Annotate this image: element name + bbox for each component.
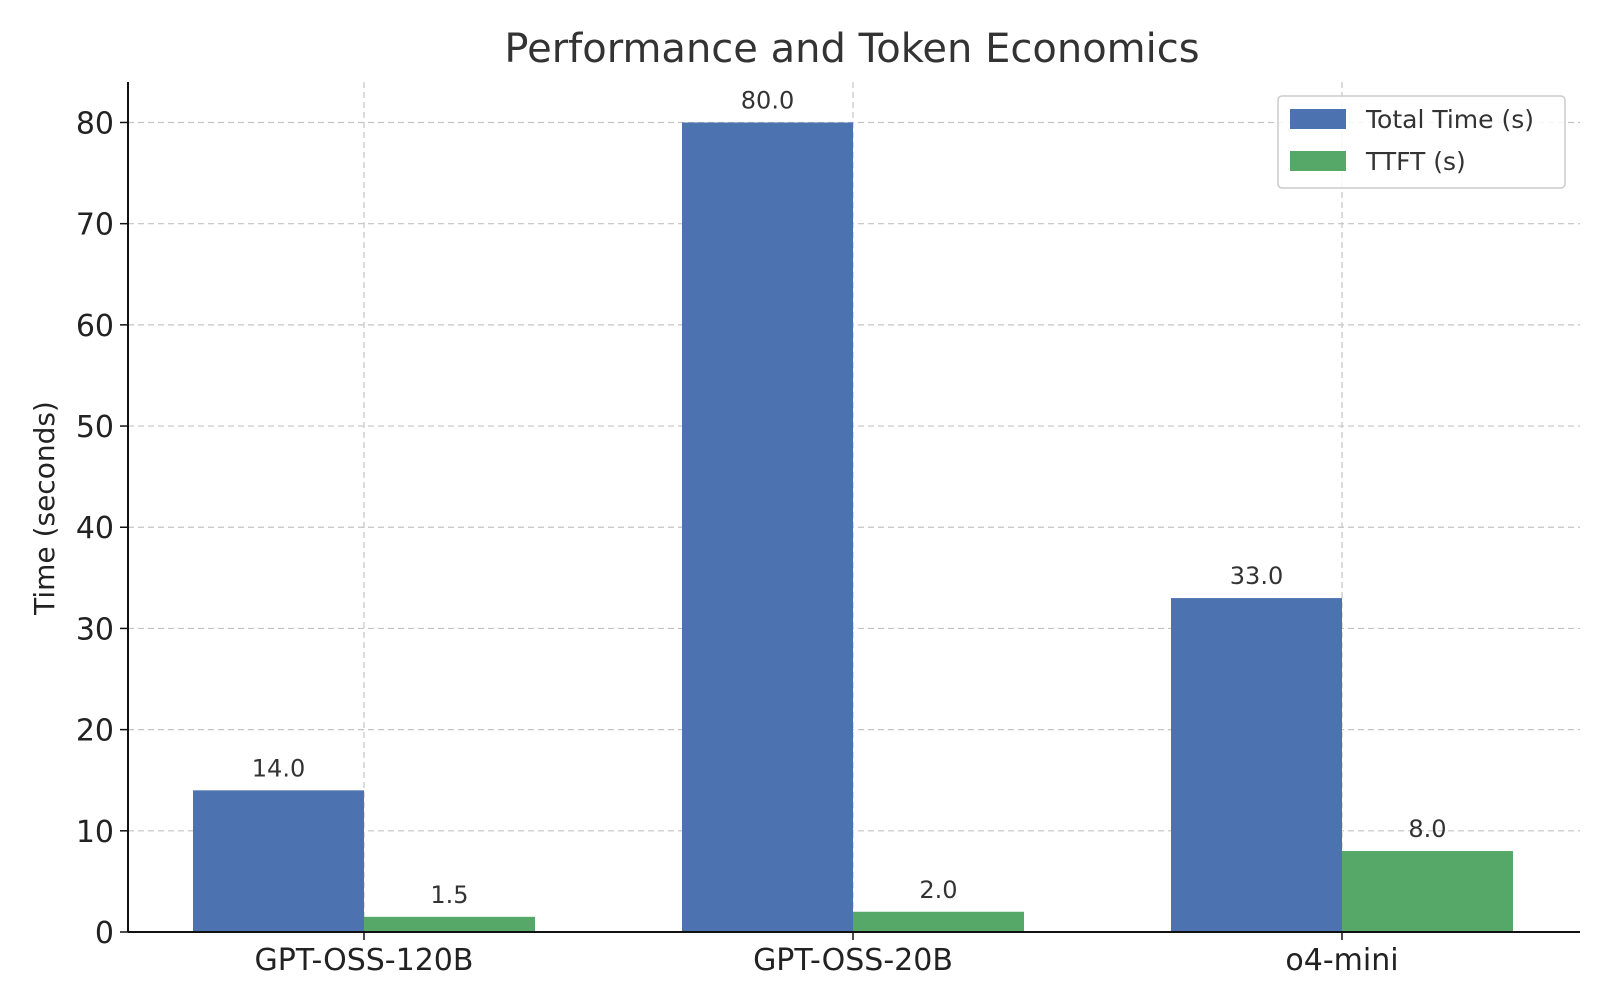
bar-ttft: [1342, 851, 1513, 932]
bar-total-time: [682, 122, 853, 932]
bar-value-label: 33.0: [1230, 562, 1283, 590]
bar-value-label: 8.0: [1408, 815, 1446, 843]
legend-swatch: [1290, 151, 1346, 171]
bar-value-label: 80.0: [741, 86, 794, 114]
legend-swatch: [1290, 109, 1346, 129]
legend: Total Time (s) TTFT (s): [1277, 95, 1566, 189]
legend-label: Total Time (s): [1365, 105, 1534, 134]
bar-value-label: 14.0: [252, 754, 305, 782]
y-tick-label: 30: [76, 612, 114, 647]
x-tick-label: GPT-OSS-120B: [255, 943, 474, 978]
data-labels: 14.0 80.0 33.0 1.5 2.0 8.0: [252, 86, 1447, 908]
legend-label: TTFT (s): [1365, 147, 1466, 176]
bar-value-label: 1.5: [430, 881, 468, 909]
bar-ttft: [853, 911, 1024, 932]
y-tick-label: 20: [76, 714, 114, 749]
bars: [193, 122, 1513, 932]
y-tick-label: 70: [76, 208, 114, 243]
bar-value-label: 2.0: [919, 876, 957, 904]
x-tick-label: GPT-OSS-20B: [753, 943, 953, 978]
y-tick-label: 50: [76, 410, 114, 445]
legend-box: [1277, 95, 1566, 189]
y-tick-label: 10: [76, 815, 114, 850]
bar-total-time: [193, 790, 364, 932]
y-tick-label: 80: [76, 106, 114, 141]
y-tick-label: 60: [76, 309, 114, 344]
x-tick-label: o4-mini: [1285, 943, 1398, 978]
axes: 0 10 20 30 40 50 60 70 80 GPT-OSS-120B GPT-OSS-20B…: [76, 82, 1580, 978]
y-tick-label: 40: [76, 511, 114, 546]
bar-ttft: [364, 916, 535, 932]
chart-title: Performance and Token Economics: [504, 26, 1199, 72]
y-tick-label: 0: [95, 916, 114, 951]
y-axis-label: Time (seconds): [28, 401, 61, 616]
bar-total-time: [1171, 598, 1342, 932]
